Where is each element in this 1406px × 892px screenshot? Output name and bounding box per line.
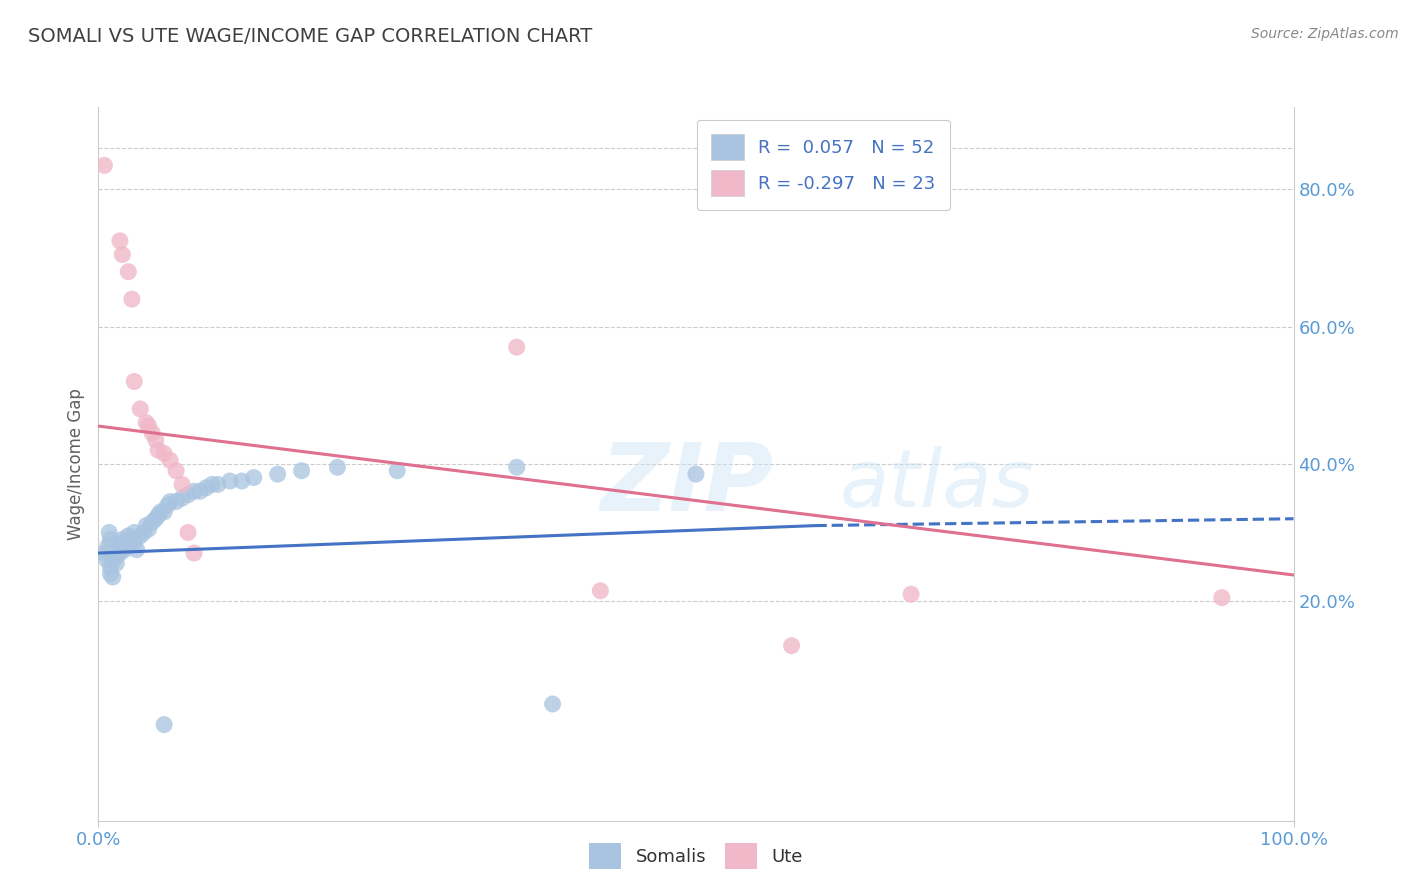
- Point: [111, 533, 134, 547]
- Point: [117, 539, 139, 553]
- Y-axis label: Wage/Income Gap: Wage/Income Gap: [67, 388, 86, 540]
- Point: [129, 529, 152, 543]
- Point: [111, 535, 134, 549]
- Point: [93, 158, 115, 172]
- Point: [111, 247, 134, 261]
- Point: [148, 443, 170, 458]
- Point: [145, 512, 167, 526]
- Point: [108, 234, 131, 248]
- Text: atlas: atlas: [839, 446, 1035, 524]
- Point: [183, 546, 205, 560]
- Text: SOMALI VS UTE WAGE/INCOME GAP CORRELATION CHART: SOMALI VS UTE WAGE/INCOME GAP CORRELATIO…: [28, 27, 592, 45]
- Point: [93, 546, 115, 560]
- Point: [172, 477, 194, 491]
- Point: [141, 425, 163, 440]
- Point: [243, 470, 266, 484]
- Point: [159, 494, 181, 508]
- Point: [153, 446, 176, 460]
- Point: [114, 542, 136, 557]
- Point: [101, 553, 124, 567]
- Point: [385, 464, 409, 478]
- Point: [183, 484, 205, 499]
- Text: ZIP: ZIP: [600, 439, 773, 532]
- Point: [201, 477, 224, 491]
- Point: [149, 505, 172, 519]
- Point: [125, 542, 148, 557]
- Point: [124, 535, 146, 549]
- Point: [138, 522, 160, 536]
- Point: [108, 539, 131, 553]
- Point: [121, 292, 143, 306]
- Point: [156, 498, 179, 512]
- Point: [108, 546, 131, 560]
- Point: [98, 566, 122, 581]
- Point: [153, 717, 176, 731]
- Point: [101, 570, 124, 584]
- Point: [231, 474, 253, 488]
- Point: [165, 464, 187, 478]
- Point: [98, 559, 122, 574]
- Point: [117, 529, 139, 543]
- Point: [129, 401, 152, 416]
- Point: [541, 697, 564, 711]
- Point: [326, 460, 349, 475]
- Point: [780, 639, 803, 653]
- Point: [219, 474, 242, 488]
- Point: [159, 453, 181, 467]
- Point: [506, 460, 529, 475]
- Point: [135, 416, 157, 430]
- Point: [124, 525, 146, 540]
- Point: [165, 494, 187, 508]
- Point: [900, 587, 922, 601]
- Point: [506, 340, 529, 354]
- Point: [207, 477, 229, 491]
- Point: [194, 481, 218, 495]
- Point: [153, 505, 176, 519]
- Point: [132, 525, 155, 540]
- Point: [105, 549, 128, 564]
- Point: [105, 557, 128, 571]
- Point: [124, 375, 146, 389]
- Point: [98, 525, 121, 540]
- Point: [121, 533, 143, 547]
- Point: [1211, 591, 1233, 605]
- Point: [117, 265, 139, 279]
- Legend: Somalis, Ute: Somalis, Ute: [582, 836, 810, 876]
- Point: [177, 525, 200, 540]
- Point: [145, 433, 167, 447]
- Point: [172, 491, 194, 505]
- Point: [138, 419, 160, 434]
- Point: [96, 553, 118, 567]
- Point: [148, 508, 170, 523]
- Point: [685, 467, 707, 482]
- Point: [141, 515, 163, 529]
- Point: [291, 464, 314, 478]
- Point: [135, 518, 157, 533]
- Point: [177, 488, 200, 502]
- Point: [98, 533, 122, 547]
- Text: Source: ZipAtlas.com: Source: ZipAtlas.com: [1251, 27, 1399, 41]
- Point: [589, 583, 612, 598]
- Point: [267, 467, 290, 482]
- Point: [97, 539, 120, 553]
- Point: [188, 484, 211, 499]
